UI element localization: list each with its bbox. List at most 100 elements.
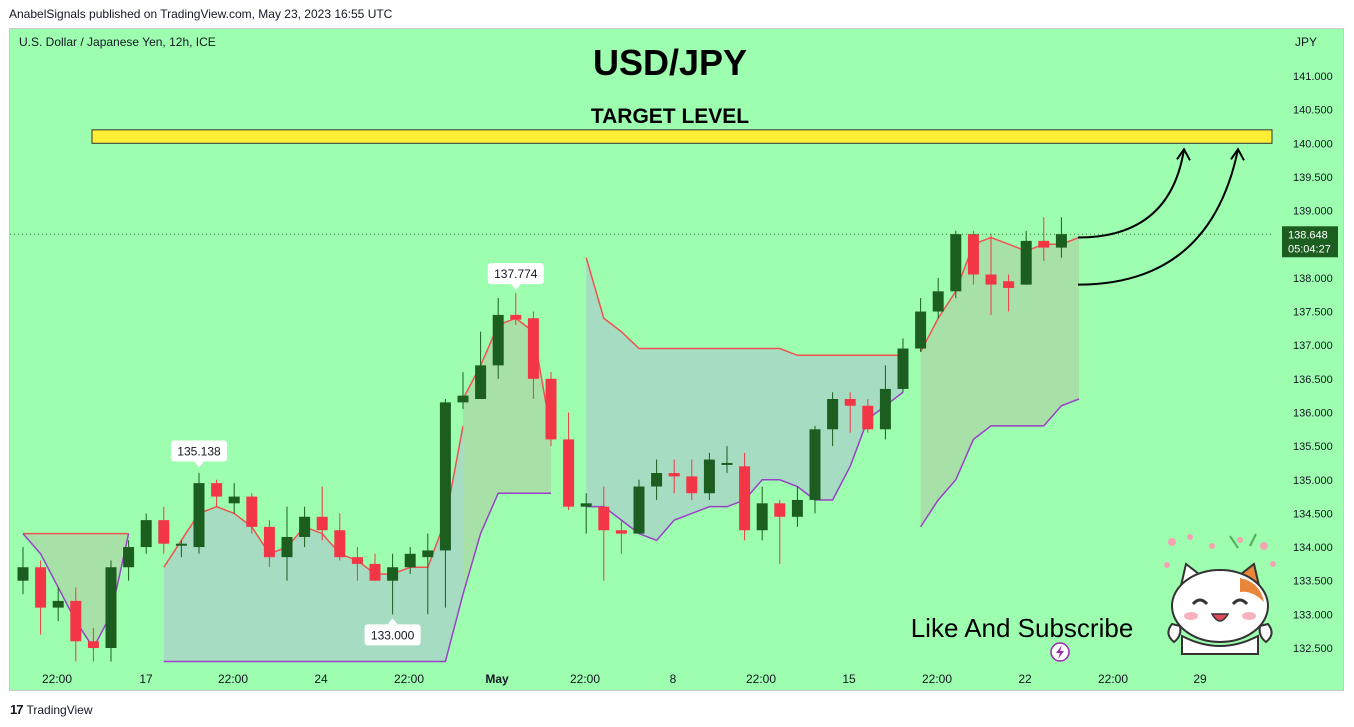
candle-body[interactable] [809,429,821,500]
y-axis-tick: 136.500 [1293,374,1333,386]
y-axis-tick: 134.000 [1293,542,1333,554]
candle-body[interactable] [158,520,170,544]
price-callout-pointer [194,461,204,468]
cloud-upper-line [919,236,1080,353]
candle-body[interactable] [651,473,663,487]
price-callout-label: 135.138 [177,444,221,458]
candle-body[interactable] [915,311,927,349]
x-axis-tick: 29 [1193,672,1207,686]
candle-body[interactable] [211,483,223,497]
candle-body[interactable] [492,314,504,366]
candle-body[interactable] [281,536,293,558]
candle-body[interactable] [193,483,205,548]
candle-body[interactable] [668,473,680,477]
target-level-label: TARGET LEVEL [591,105,749,128]
candle-body[interactable] [457,395,469,403]
candle-body[interactable] [316,516,328,531]
candle-body[interactable] [633,486,645,534]
arrowhead-icon [1230,147,1245,161]
candle-body[interactable] [967,234,979,275]
footer-brand[interactable]: 17 TradingView [10,702,93,717]
cloud-area [163,425,464,662]
price-chart[interactable]: 137.774 135.138 133.000 USD/JPY TARGET LEVEL… [10,29,1344,691]
candle-body[interactable] [563,439,575,507]
candle-body[interactable] [1003,281,1015,288]
projection-arrow [1077,149,1185,239]
candle-body[interactable] [791,499,803,517]
candle-body[interactable] [246,496,258,527]
candle-body[interactable] [422,550,434,558]
candle-body[interactable] [475,365,487,400]
y-axis-tick: 136.000 [1293,407,1333,419]
candle-body[interactable] [439,402,451,551]
x-axis-tick: 22:00 [922,672,952,686]
candle-body[interactable] [123,547,135,568]
candle-body[interactable] [879,388,891,430]
x-axis-tick: 22:00 [746,672,776,686]
candle-body[interactable] [263,526,275,558]
cat-mascot-sticker [1164,533,1276,655]
candle-body[interactable] [739,466,751,531]
candle-body[interactable] [615,530,627,534]
y-axis-tick: 138.000 [1293,273,1333,285]
candle-body[interactable] [334,530,346,558]
y-axis-tick: 140.000 [1293,138,1333,150]
candle-body[interactable] [35,567,47,608]
candle-body[interactable] [703,459,715,494]
y-axis-tick: 137.500 [1293,307,1333,319]
candle-body[interactable] [299,516,311,537]
candle-body[interactable] [17,567,29,581]
candle-body[interactable] [1038,240,1050,248]
candle-body[interactable] [387,567,399,581]
candle-body[interactable] [721,462,733,465]
cloud-area [586,257,903,541]
candle-body[interactable] [932,291,944,312]
candle-body[interactable] [105,567,117,648]
symbol-description: U.S. Dollar / Japanese Yen, 12h, ICE [19,35,216,49]
candle-body[interactable] [404,553,416,568]
cloud-upper-line [163,425,464,575]
candle-body[interactable] [897,348,909,389]
candle-body[interactable] [70,600,82,642]
candle-body[interactable] [87,641,99,648]
candle-body[interactable] [950,234,962,292]
y-axis-tick: 134.500 [1293,508,1333,520]
candle-body[interactable] [985,274,997,285]
publisher-caption: AnabelSignals published on TradingView.c… [9,7,393,21]
price-callout-pointer [510,284,521,291]
candle-body[interactable] [756,503,768,531]
candle-body[interactable] [228,496,240,504]
target-level-band[interactable] [91,129,1273,144]
candle-body[interactable] [140,520,152,548]
x-axis-tick: 22:00 [1098,672,1128,686]
chart-pane[interactable]: 137.774 135.138 133.000 USD/JPY TARGET LEVEL… [9,28,1344,691]
candle-body[interactable] [774,503,786,517]
candle-body[interactable] [351,557,363,564]
y-axis-tick: 141.000 [1293,71,1333,83]
candle-body[interactable] [862,405,874,430]
candle-body[interactable] [598,506,610,531]
candle-body[interactable] [1055,234,1067,248]
candle-body[interactable] [369,563,381,581]
footer-brand-label: TradingView [26,702,93,717]
tradingview-logo-icon: 17 [10,702,24,717]
y-axis-tick: 137.000 [1293,340,1333,352]
candle-body[interactable] [580,503,592,507]
y-axis-tick: 133.000 [1293,609,1333,621]
like-subscribe-text: Like And Subscribe [911,613,1134,643]
candle-body[interactable] [527,318,539,379]
candle-body[interactable] [844,399,856,406]
candle-body[interactable] [1020,240,1032,285]
candle-body[interactable] [175,543,187,546]
candle-body[interactable] [52,600,64,608]
candle-body[interactable] [686,476,698,494]
candle-body[interactable] [545,378,557,440]
candle-body[interactable] [510,314,522,320]
current-price-label: 138.648 [1288,229,1328,241]
y-axis-tick: 133.500 [1293,576,1333,588]
x-axis-tick: 22:00 [394,672,424,686]
cloud-area [920,237,1079,527]
candle-body[interactable] [827,399,839,430]
y-axis-tick: 140.500 [1293,105,1333,117]
y-axis-tick: 135.500 [1293,441,1333,453]
